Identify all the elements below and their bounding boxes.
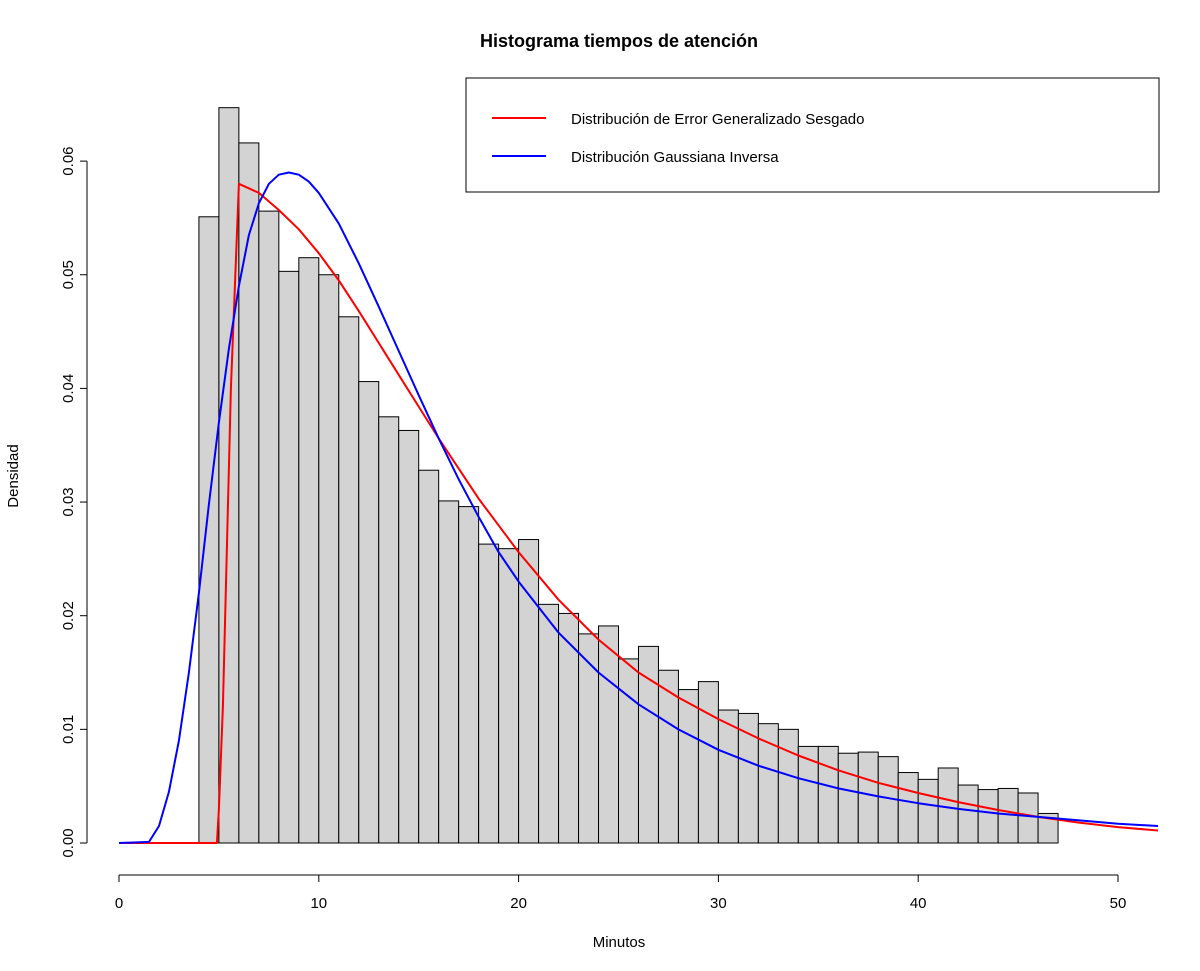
curve-gaussiana-inversa: [118, 171, 1159, 844]
histogram-bar: [478, 543, 500, 844]
histogram-bar: [637, 645, 659, 844]
y-tick-label: 0.06: [60, 146, 77, 175]
legend-label-gaussiana-inversa: Distribución Gaussiana Inversa: [571, 149, 779, 166]
histogram-bar: [957, 784, 979, 844]
y-tick-label: 0.03: [60, 487, 77, 516]
histogram-bar: [1037, 812, 1059, 844]
x-tick-label: 40: [910, 895, 927, 912]
y-axis: 0.00 0.01 0.02 0.03 0.04 0.05 0.06: [60, 146, 88, 858]
histogram-bar: [1017, 792, 1039, 844]
legend-label-error-generalizado: Distribución de Error Generalizado Sesga…: [571, 111, 865, 128]
y-tick-label: 0.01: [60, 715, 77, 744]
x-axis: 0 10 20 30 40 50: [115, 874, 1127, 912]
y-tick-label: 0.02: [60, 601, 77, 630]
density-curves: [118, 171, 1159, 844]
histogram-bar: [578, 633, 600, 844]
x-tick-label: 0: [115, 895, 123, 912]
histogram-bar: [538, 603, 560, 844]
y-tick-label: 0.04: [60, 374, 77, 403]
histogram-bar: [558, 612, 580, 844]
histogram-bar: [338, 316, 360, 844]
x-axis-label: Minutos: [593, 934, 646, 951]
histogram-bar: [438, 500, 460, 844]
histogram-bar: [238, 142, 260, 844]
y-tick-label: 0.00: [60, 828, 77, 857]
legend: Distribución de Error Generalizado Sesga…: [465, 77, 1160, 193]
x-tick-label: 10: [310, 895, 327, 912]
histogram-bar: [917, 778, 939, 844]
histogram-bar: [837, 752, 859, 844]
x-tick-label: 20: [510, 895, 527, 912]
y-tick-label: 0.05: [60, 260, 77, 289]
histogram-bar: [598, 625, 620, 844]
histogram-bar: [498, 548, 520, 844]
y-axis-label: Densidad: [5, 444, 22, 507]
histogram-bar: [618, 658, 639, 844]
histogram-bar: [897, 772, 919, 844]
histogram-bar: [318, 274, 340, 844]
histogram-bar: [677, 689, 699, 844]
chart-title: Histograma tiempos de atención: [480, 31, 758, 51]
histogram-bar: [418, 469, 440, 844]
histogram-bar: [757, 723, 779, 844]
histogram-bar: [398, 429, 420, 844]
histogram-bar: [358, 381, 380, 844]
histogram-bar: [717, 709, 739, 844]
histogram-bar: [777, 728, 799, 844]
histogram-bar: [298, 257, 320, 844]
histogram-bar: [977, 789, 999, 844]
histogram-bar: [817, 745, 839, 844]
histogram-bars: [198, 107, 1059, 844]
histogram-bar: [697, 681, 719, 844]
legend-box: [465, 77, 1160, 193]
histogram-bar: [258, 210, 280, 844]
x-tick-label: 30: [710, 895, 727, 912]
curve-error-generalizado-sesgado: [119, 182, 1159, 844]
histogram-bar: [278, 270, 300, 844]
histogram-bar: [458, 506, 480, 844]
histogram-bar: [378, 416, 400, 844]
histogram-bar: [857, 751, 879, 844]
x-tick-label: 50: [1110, 895, 1127, 912]
histogram-bar: [198, 216, 220, 844]
